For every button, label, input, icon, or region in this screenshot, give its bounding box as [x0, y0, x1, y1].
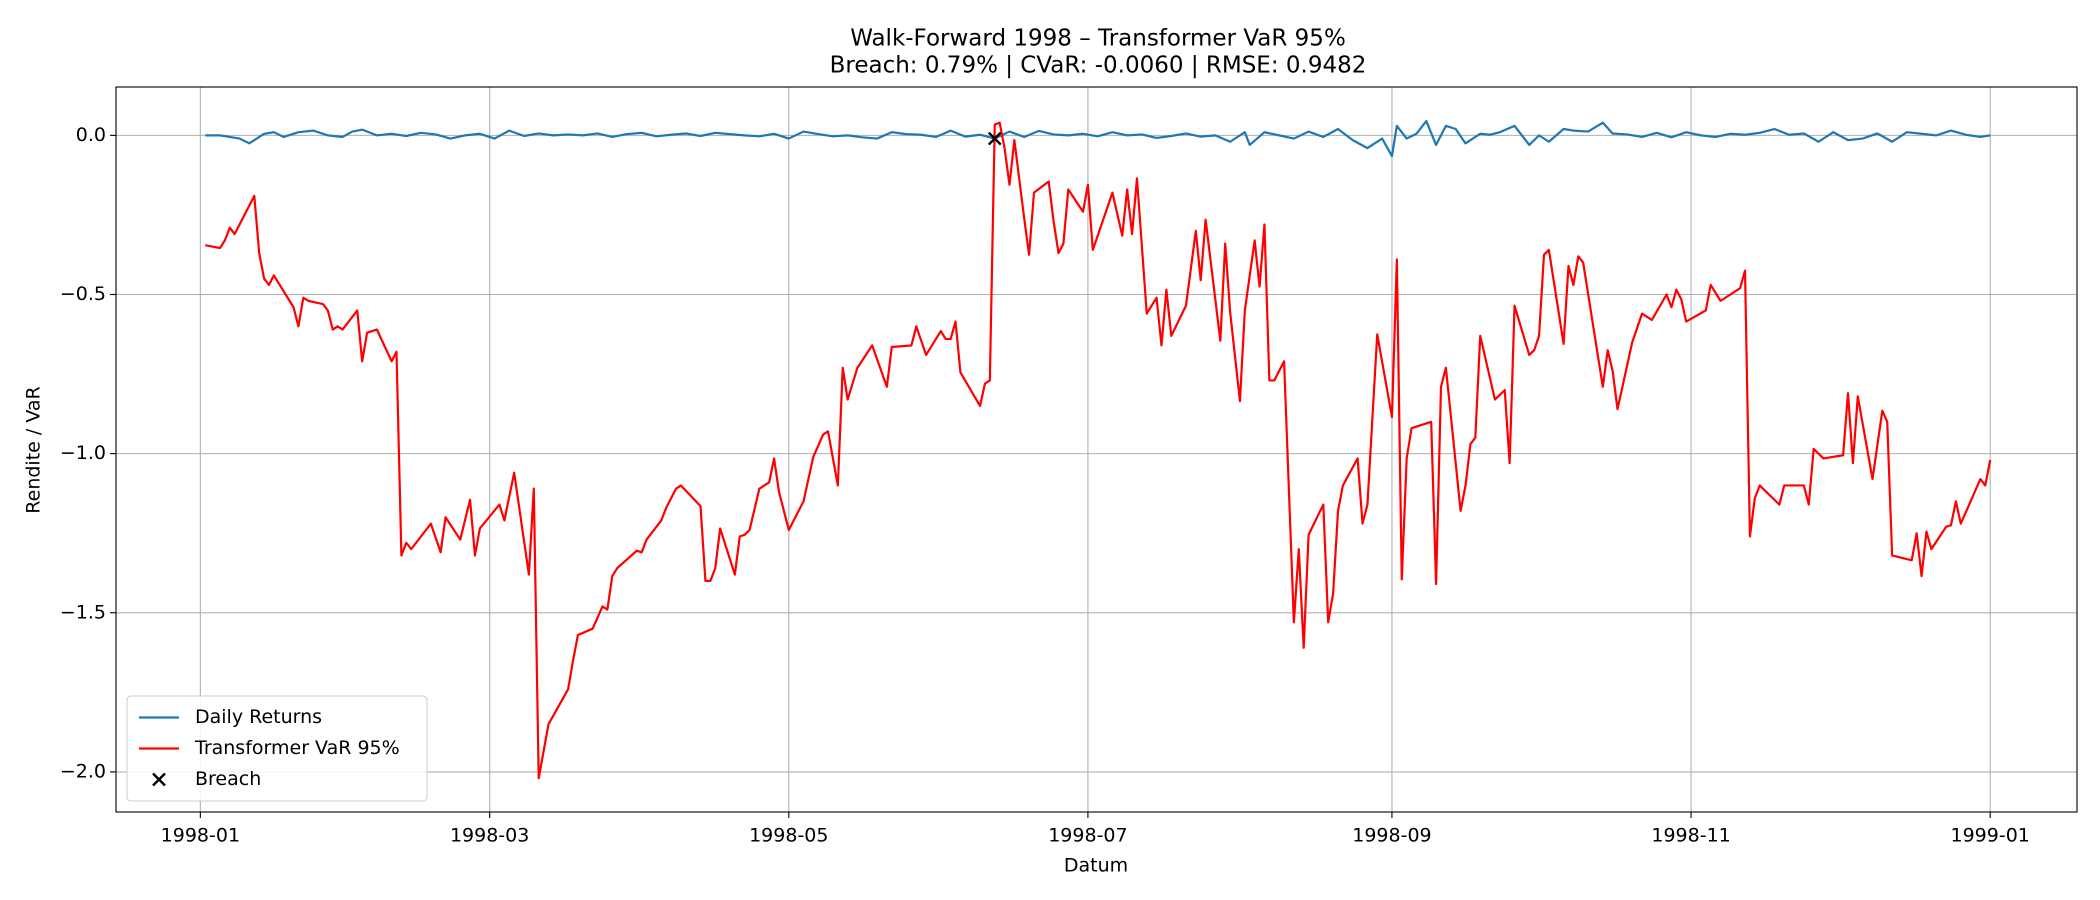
x-tick-label: 1998-01	[161, 825, 240, 847]
y-tick-label: −1.0	[60, 442, 106, 464]
x-tick-label: 1998-05	[749, 825, 828, 847]
x-axis-label: Datum	[1064, 855, 1128, 877]
x-tick-label: 1998-07	[1048, 825, 1127, 847]
legend: Daily Returns Transformer VaR 95% Breach	[126, 695, 428, 802]
x-tick-label: 1998-09	[1352, 825, 1431, 847]
breach-marker	[987, 131, 1002, 146]
x-tick-label: 1998-03	[450, 825, 529, 847]
chart-subtitle: Breach: 0.79% | CVaR: -0.0060 | RMSE: 0.…	[830, 53, 1367, 79]
legend-box	[126, 695, 428, 802]
x-tick-label: 1999-01	[1951, 825, 2030, 847]
y-axis-label: Rendite / VaR	[23, 386, 45, 513]
y-tick-label: −1.5	[60, 601, 106, 623]
plot-frame	[115, 86, 2078, 813]
chart-title: Walk-Forward 1998 – Transformer VaR 95%	[850, 26, 1346, 52]
y-tick-label: −2.0	[60, 760, 106, 782]
x-tick-label: 1998-11	[1651, 825, 1730, 847]
legend-label: Daily Returns	[195, 706, 322, 728]
y-tick-label: 0.0	[76, 124, 106, 146]
series-line	[205, 119, 1991, 158]
series-line	[205, 121, 1992, 780]
legend-label: Transformer VaR 95%	[194, 737, 400, 759]
legend-marker	[152, 772, 166, 787]
y-tick-label: −0.5	[60, 283, 106, 305]
legend-label: Breach	[195, 768, 261, 790]
